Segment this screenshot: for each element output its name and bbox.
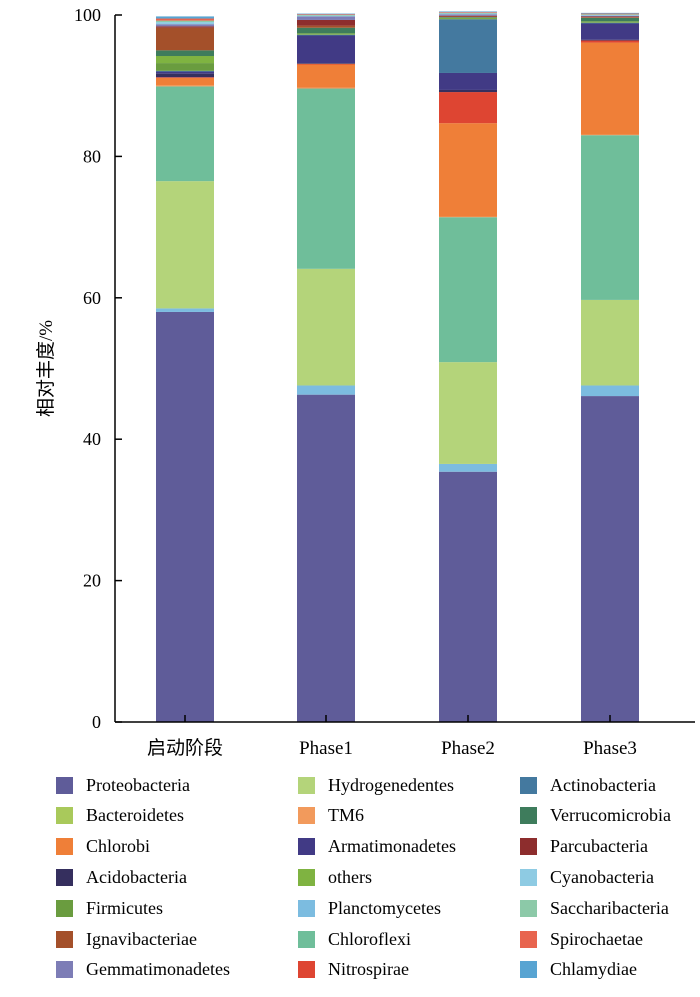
- bar-segment-cyanobacteria-2: [439, 13, 497, 15]
- bar-segment-chlorobi-3: [581, 42, 639, 135]
- bar-segment-parcubacteria-1: [297, 19, 355, 26]
- bar-segment-firmicutes-2: [439, 18, 497, 20]
- bar-segment-acidobacteria-1: [297, 63, 355, 64]
- bar-segment-armatimonadetes-2: [439, 72, 497, 90]
- bar-segment-firmicutes-0: [156, 63, 214, 71]
- y-tick-label-60: 60: [83, 288, 101, 308]
- bar-segment-actinobacteria-2: [439, 19, 497, 73]
- bar-segment-parcubacteria-0: [156, 26, 214, 28]
- y-tick-label-40: 40: [83, 429, 101, 449]
- bar-segment-saccharibacteria-0: [156, 20, 214, 23]
- bar-segment-cyanobacteria-1: [297, 15, 355, 17]
- bar-segment-cyanobacteria-0: [156, 22, 214, 25]
- bar-segment-hydrogenedentes-0: [156, 181, 214, 309]
- y-axis-label: 相对丰度/%: [35, 320, 57, 417]
- bar-segment-others-2: [439, 17, 497, 19]
- y-tick-label-80: 80: [83, 146, 101, 166]
- bar-segment-chloroflexi-0: [156, 86, 214, 182]
- bar-segment-saccharibacteria-3: [581, 14, 639, 15]
- bar-segment-acidobacteria-0: [156, 73, 214, 78]
- bar-segment-chlorobi-2: [439, 123, 497, 217]
- bar-segment-chlorobi-0: [156, 77, 214, 85]
- x-tick-label-2: Phase2: [441, 738, 495, 759]
- bar-segment-armatimonadetes-0: [156, 71, 214, 74]
- bar-segment-nitrospirae-1: [297, 63, 355, 65]
- y-tick-label-0: 0: [92, 712, 101, 732]
- axes-layer: 0 20 40 60 80 100 启动阶段 Phase1 Phase2 Phase3 相对丰度/%: [35, 5, 695, 759]
- bar-segment-chloroflexi-3: [581, 135, 639, 300]
- bar-segment-verrucomicrobia-2: [439, 17, 497, 18]
- bar-segment-proteobacteria-3: [581, 396, 639, 722]
- bar-segment-others-0: [156, 56, 214, 64]
- bar-segment-chlamydiae-0: [156, 16, 214, 19]
- bar-segment-chlorobi-1: [297, 64, 355, 88]
- bar-segment-verrucomicrobia-1: [297, 27, 355, 34]
- bar-segment-tm6-2: [439, 216, 497, 218]
- bar-segment-chloroflexi-2: [439, 217, 497, 363]
- bar-segment-saccharibacteria-1: [297, 15, 355, 16]
- bar-segment-tm6-0: [156, 84, 214, 87]
- bar-segment-armatimonadetes-1: [297, 35, 355, 64]
- bar-segment-nitrospirae-3: [581, 40, 639, 43]
- bar-segment-ignavibacteriae-1: [297, 25, 355, 28]
- bar-segment-others-1: [297, 33, 355, 35]
- bar-segment-cyanobacteria-3: [581, 15, 639, 16]
- bar-0: [156, 16, 214, 722]
- bar-segment-planctomycetes-1: [297, 385, 355, 395]
- bar-segment-firmicutes-1: [297, 34, 355, 35]
- bar-segment-gemmatimonadetes-3: [581, 15, 639, 17]
- bar-segment-hydrogenedentes-2: [439, 362, 497, 464]
- bar-1: [297, 13, 355, 722]
- bar-segment-armatimonadetes-3: [581, 23, 639, 40]
- bar-segment-planctomycetes-0: [156, 308, 214, 312]
- y-tick-label-20: 20: [83, 571, 101, 591]
- bar-segment-actinobacteria-0: [156, 70, 214, 72]
- bar-segment-nitrospirae-0: [156, 77, 214, 78]
- bar-3: [581, 12, 639, 722]
- bar-segment-proteobacteria-0: [156, 311, 214, 722]
- bar-segment-hydrogenedentes-3: [581, 299, 639, 386]
- y-tick-label-100: 100: [74, 5, 101, 25]
- bar-segment-acidobacteria-3: [581, 39, 639, 41]
- bar-segment-actinobacteria-1: [297, 34, 355, 36]
- bar-segment-chlamydiae-3: [581, 12, 639, 14]
- x-tick-label-3: Phase3: [583, 738, 637, 759]
- bar-segment-planctomycetes-3: [581, 385, 639, 397]
- bar-segment-firmicutes-3: [581, 22, 639, 23]
- bar-segment-verrucomicrobia-3: [581, 17, 639, 22]
- bar-segment-chloroflexi-1: [297, 88, 355, 269]
- bar-2: [439, 11, 497, 722]
- bar-segment-ignavibacteriae-3: [581, 17, 639, 18]
- bar-segment-chlamydiae-1: [297, 13, 355, 15]
- bar-segment-spirochaetae-0: [156, 18, 214, 21]
- bar-segment-proteobacteria-2: [439, 471, 497, 722]
- bar-segment-tm6-3: [581, 134, 639, 136]
- bar-segment-others-3: [581, 21, 639, 23]
- bar-segment-parcubacteria-2: [439, 15, 497, 17]
- bar-segment-ignavibacteriae-2: [439, 16, 497, 18]
- bar-segment-gemmatimonadetes-0: [156, 24, 214, 27]
- bar-segment-saccharibacteria-2: [439, 12, 497, 14]
- bar-segment-hydrogenedentes-1: [297, 268, 355, 386]
- bar-segment-proteobacteria-1: [297, 394, 355, 722]
- bar-segment-planctomycetes-2: [439, 463, 497, 472]
- bar-segment-actinobacteria-3: [581, 22, 639, 24]
- x-tick-label-1: Phase1: [299, 738, 353, 759]
- bar-segment-ignavibacteriae-0: [156, 27, 214, 51]
- bar-segment-spirochaetae-2: [439, 12, 497, 13]
- bars-layer: [156, 11, 639, 722]
- bar-segment-gemmatimonadetes-1: [297, 16, 355, 20]
- bar-segment-verrucomicrobia-0: [156, 50, 214, 57]
- bar-segment-chlamydiae-2: [439, 11, 497, 13]
- bar-segment-acidobacteria-2: [439, 89, 497, 93]
- bar-segment-nitrospirae-2: [439, 92, 497, 124]
- bar-segment-gemmatimonadetes-2: [439, 14, 497, 16]
- bar-segment-spirochaetae-1: [297, 14, 355, 15]
- bar-segment-spirochaetae-3: [581, 13, 639, 15]
- bar-segment-tm6-1: [297, 87, 355, 89]
- x-tick-label-0: 启动阶段: [147, 737, 223, 759]
- bar-segment-parcubacteria-3: [581, 16, 639, 18]
